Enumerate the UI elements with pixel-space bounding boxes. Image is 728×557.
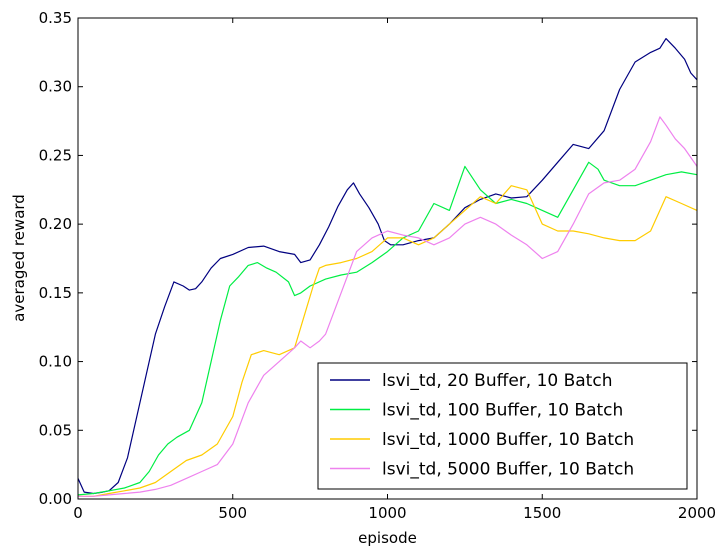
series-line-4 [78,116,698,497]
x-tick-label: 1000 [368,504,406,522]
y-tick-label: 0.10 [39,353,72,371]
x-tick-label: 1500 [523,504,561,522]
x-tick-label: 2000 [678,504,716,522]
y-tick-label: 0.35 [39,9,72,27]
x-axis-label: episode [358,529,417,547]
y-tick-label: 0.20 [39,215,72,233]
legend-label: lsvi_td, 20 Buffer, 10 Batch [382,371,612,391]
legend-label: lsvi_td, 1000 Buffer, 10 Batch [382,430,634,450]
y-tick-label: 0.00 [39,490,72,508]
legend: lsvi_td, 20 Buffer, 10 Batch lsvi_td, 100… [317,362,688,490]
y-tick-label: 0.15 [39,284,72,302]
series-line-3 [78,185,698,497]
series-line-1 [77,37,698,495]
legend-label: lsvi_td, 5000 Buffer, 10 Batch [382,460,634,480]
legend-items: lsvi_td, 20 Buffer, 10 Batch lsvi_td, 100… [330,371,634,480]
legend-box [317,362,688,490]
x-tick-label: 500 [218,504,247,522]
tick-labels: 0 500 1000 1500 2000 0.00 0.05 0.10 0.15 0.20 0.25… [39,9,717,522]
y-tick-label: 0.30 [39,78,72,96]
plot-frame [77,17,698,500]
x-tick-label: 0 [73,504,83,522]
y-axis-label: averaged reward [10,194,28,322]
legend-label: lsvi_td, 100 Buffer, 10 Batch [382,401,623,421]
series-line-2 [77,161,698,496]
y-tick-label: 0.05 [39,421,72,439]
y-tick-label: 0.25 [39,146,72,164]
series-lines [77,37,698,497]
